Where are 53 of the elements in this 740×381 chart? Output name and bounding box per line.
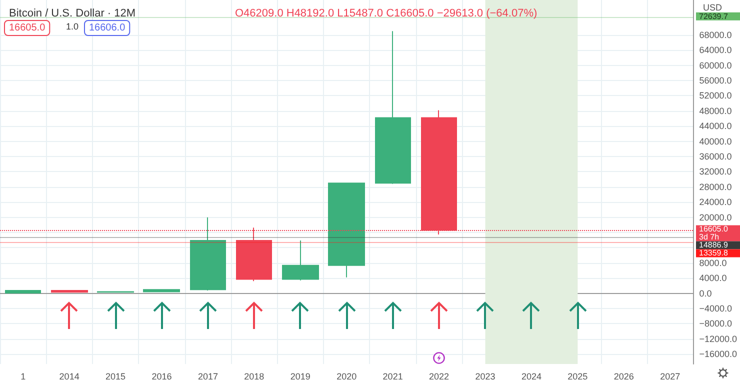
candlestick <box>5 290 41 294</box>
candlestick <box>328 182 365 278</box>
x-tick-label: 2026 <box>614 372 634 381</box>
x-tick-label: 2022 <box>429 372 450 381</box>
ref-line-label: 72639.7 <box>699 12 728 21</box>
y-tick-label: −8000.0 <box>699 318 732 329</box>
y-tick-label: 52000.0 <box>699 90 732 101</box>
y-tick-label: −4000.0 <box>699 304 732 314</box>
y-tick-label: 40000.0 <box>699 136 732 146</box>
y-tick-label: 0.0 <box>699 288 712 298</box>
y-tick-label: 24000.0 <box>699 197 732 208</box>
y-tick-label: 4000.0 <box>699 273 727 284</box>
text: 3d 7h <box>699 232 720 242</box>
text: Bitcoin / U.S. Dollar · 12M <box>9 8 136 20</box>
x-tick-label: 2027 <box>660 372 680 381</box>
y-tick-label: 8000.0 <box>699 258 727 268</box>
candlestick <box>282 240 319 281</box>
text: O46209.0 H48192.0 L15487.0 C16605.0 −29613.0 (−64.07%) <box>235 8 538 20</box>
x-tick-label: 2017 <box>198 372 218 381</box>
x-tick-label: 2020 <box>336 372 357 381</box>
candlestick <box>190 216 226 291</box>
x-tick-label: 2024 <box>521 372 542 381</box>
ref-line-label: 13359.8 <box>699 248 728 258</box>
candlestick <box>143 289 180 292</box>
y-tick-label: 68000.0 <box>699 30 732 40</box>
text: USD <box>703 2 722 12</box>
ref-line-label: 14886.9 <box>699 240 728 250</box>
annotation: 16606.0 <box>89 22 126 34</box>
ref-line-label: 16605.0 <box>699 224 728 234</box>
annotation: 1.0 <box>66 22 79 32</box>
x-tick-label: 2025 <box>568 372 588 381</box>
x-tick-label: 2016 <box>152 372 172 381</box>
y-tick-label: 60000.0 <box>699 60 732 70</box>
x-tick-label: 2021 <box>382 372 403 381</box>
y-tick-label: 64000.0 <box>699 45 732 56</box>
y-tick-label: 28000.0 <box>699 182 732 192</box>
x-tick-label: 2015 <box>106 372 126 381</box>
y-tick-label: 32000.0 <box>699 166 732 177</box>
y-tick-label: 44000.0 <box>699 121 732 132</box>
y-tick-label: 48000.0 <box>699 106 732 116</box>
x-tick-label: 1 <box>20 372 26 381</box>
y-tick-label: −16000.0 <box>699 349 738 360</box>
x-tick-label: 2018 <box>244 372 264 381</box>
y-tick-label: 36000.0 <box>699 152 732 162</box>
annotation: 16605.0 <box>9 22 46 34</box>
candlestick <box>51 290 88 293</box>
x-tick-label: 2019 <box>290 372 310 381</box>
x-tick-label: 2023 <box>475 372 496 381</box>
y-tick-label: 56000.0 <box>699 76 732 86</box>
y-tick-label: 20000.0 <box>699 212 732 222</box>
y-tick-label: −12000.0 <box>699 334 738 344</box>
candlestick <box>375 30 411 184</box>
x-tick-label: 2014 <box>59 372 80 381</box>
